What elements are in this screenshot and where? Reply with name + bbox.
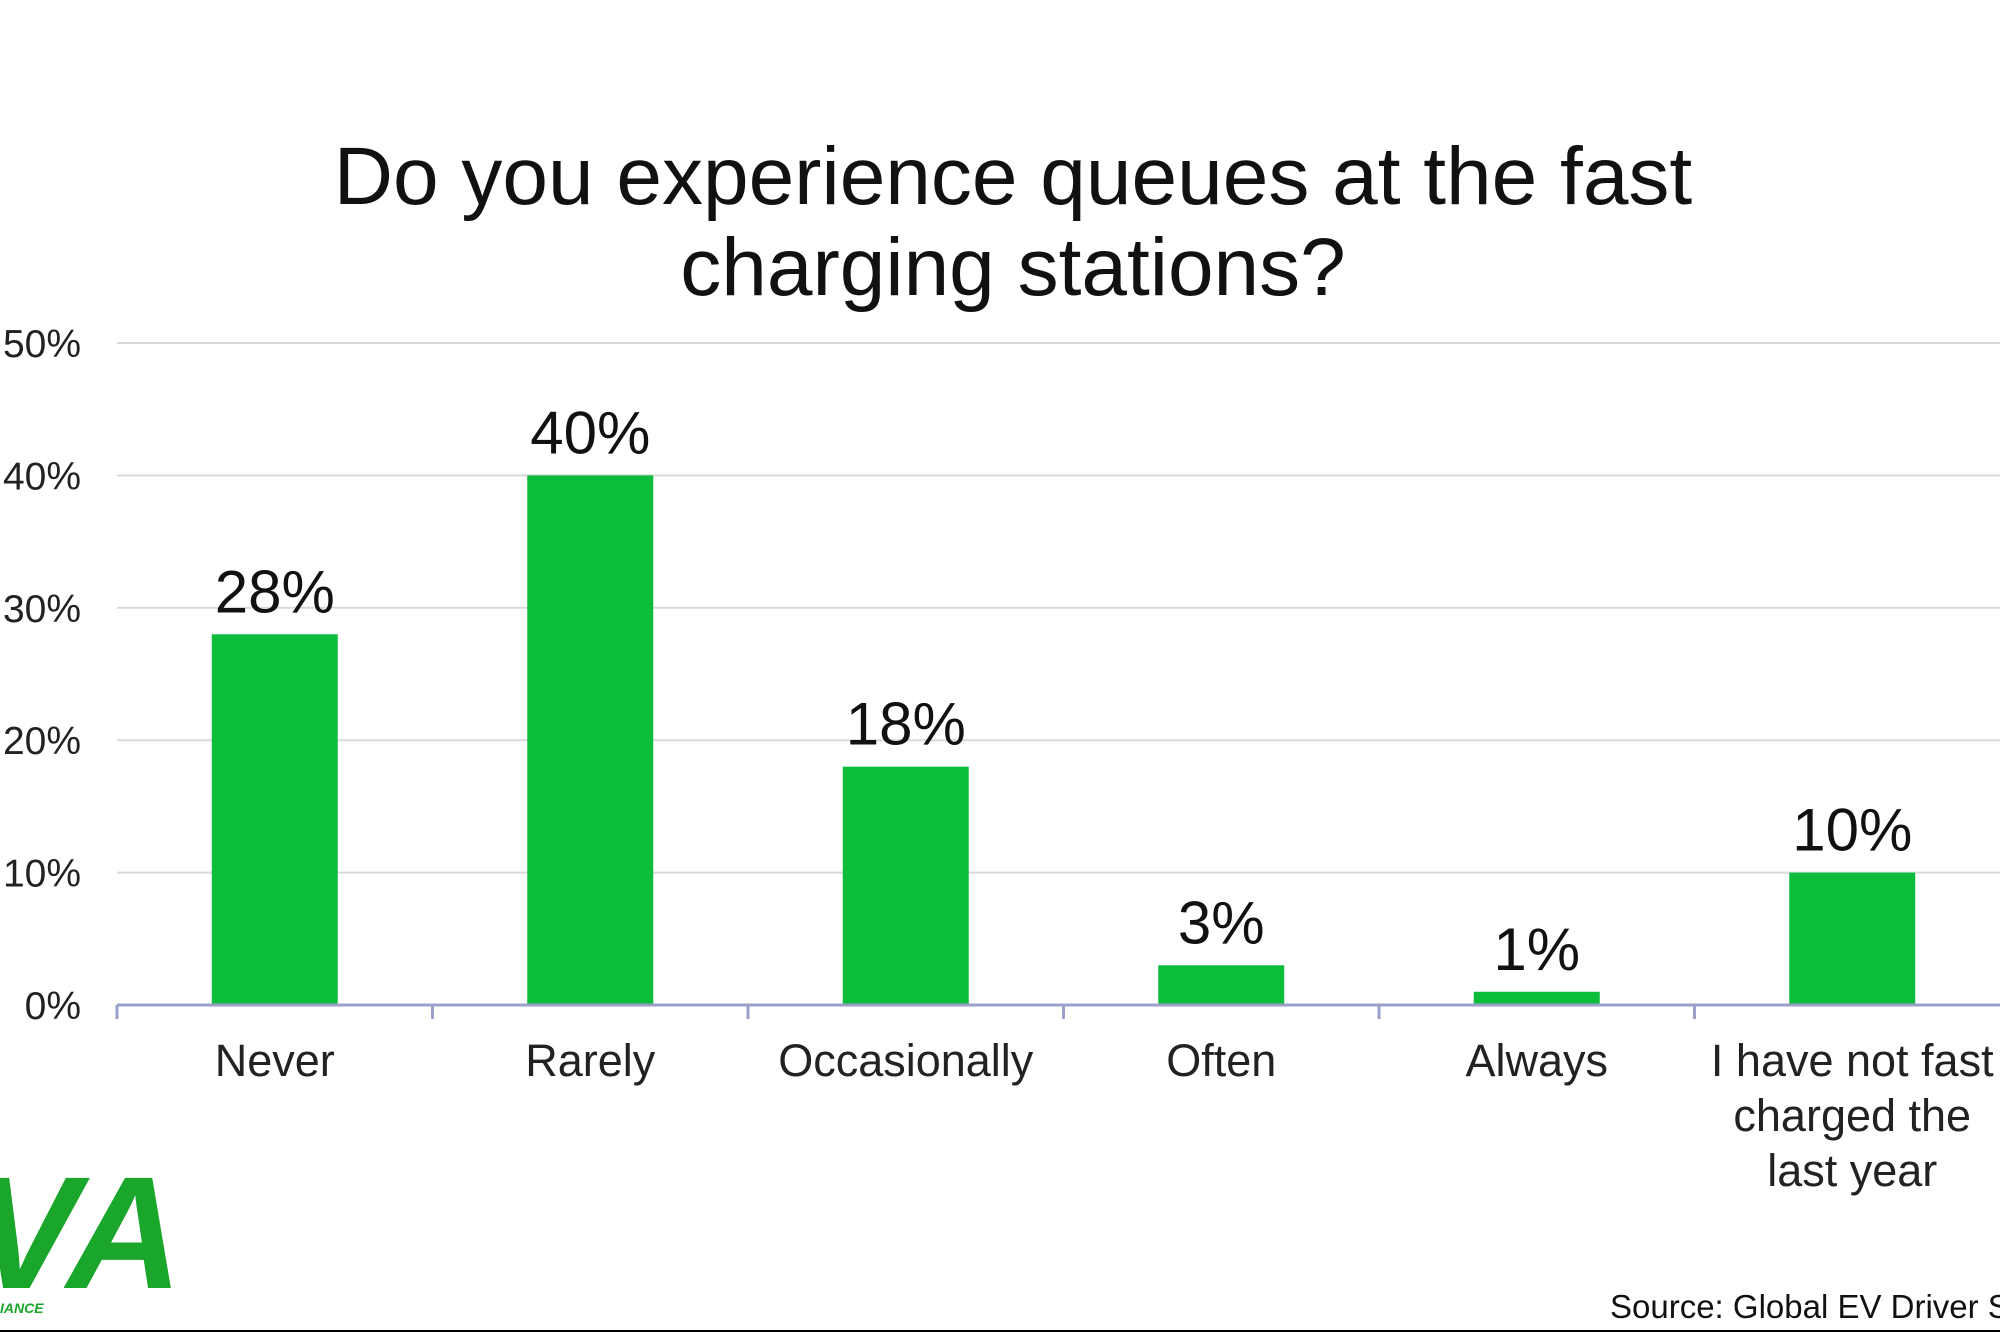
y-tick-label: 40% <box>3 455 81 498</box>
y-axis-ticks: 0% 10% 20% 30% 40% 50% <box>3 323 81 1028</box>
x-axis-category-labels: Never Rarely Occasionally Often Always I have… <box>215 1035 1994 1196</box>
data-label: 10% <box>1792 797 1912 864</box>
y-tick-label: 30% <box>3 588 81 631</box>
y-tick-label: 50% <box>3 323 81 366</box>
data-label: 3% <box>1178 889 1265 956</box>
logo-subtext: IANCE <box>0 1300 44 1316</box>
y-tick-label: 10% <box>3 853 81 896</box>
chart-title-line-2: charging stations? <box>680 222 1346 313</box>
x-category-label: Always <box>1465 1035 1608 1086</box>
bar <box>842 766 969 1005</box>
chart-title: Do you experience queues at the fast cha… <box>334 131 1693 313</box>
y-tick-label: 20% <box>3 720 81 763</box>
bar <box>1789 872 1916 1005</box>
x-category-label: I have not fast <box>1711 1035 1994 1086</box>
x-category-label: Never <box>215 1035 335 1086</box>
gridlines <box>117 342 2000 874</box>
bar <box>1158 965 1285 1005</box>
x-category-label: charged the <box>1733 1090 1971 1141</box>
source-note: Source: Global EV Driver S <box>1610 1288 2000 1325</box>
data-label: 28% <box>215 558 335 625</box>
data-label: 18% <box>846 691 966 758</box>
data-label: 1% <box>1493 916 1580 983</box>
x-category-label: Occasionally <box>778 1035 1034 1086</box>
data-label: 40% <box>530 399 650 466</box>
chart-title-line-1: Do you experience queues at the fast <box>334 131 1693 222</box>
x-category-label: Often <box>1166 1035 1276 1086</box>
x-category-label: last year <box>1767 1145 1937 1196</box>
y-tick-label: 0% <box>25 985 81 1028</box>
bar <box>527 475 654 1005</box>
bar <box>1473 991 1600 1005</box>
brand-logo: VA IANCE <box>0 1143 182 1322</box>
data-labels: 28% 40% 18% 3% 1% 10% <box>215 399 1913 982</box>
x-category-label: Rarely <box>525 1035 656 1086</box>
logo-wordmark: VA <box>0 1143 182 1322</box>
bar <box>211 634 338 1005</box>
x-axis <box>115 1003 2000 1019</box>
bars <box>211 475 1916 1005</box>
